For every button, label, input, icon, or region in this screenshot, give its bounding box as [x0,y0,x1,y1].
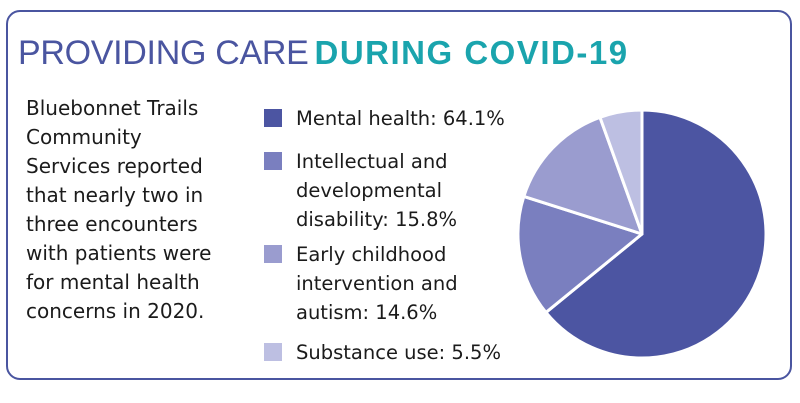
pie-chart [516,108,768,360]
pie-slice-mental-health [544,108,768,360]
legend-swatch [264,343,282,361]
legend-swatch [264,152,282,170]
legend-swatch [264,245,282,263]
legend-swatch [264,109,282,127]
title-part-1: PROVIDING CARE [18,34,309,72]
page-title: PROVIDING CARE DURING COVID-19 [18,36,629,70]
intro-text: Bluebonnet Trails Community Services rep… [26,96,212,323]
legend-label: Early childhood intervention and autism:… [296,243,458,324]
legend-label: Mental health: 64.1% [296,107,505,130]
legend-label: Substance use: 5.5% [296,341,501,364]
pie-slice-substance-use [598,108,644,236]
title-part-2: DURING COVID-19 [314,34,629,71]
legend-label: Intellectual and developmental disabilit… [296,150,458,231]
pie-slice-early-childhood-intervention-and-autism [522,115,644,236]
